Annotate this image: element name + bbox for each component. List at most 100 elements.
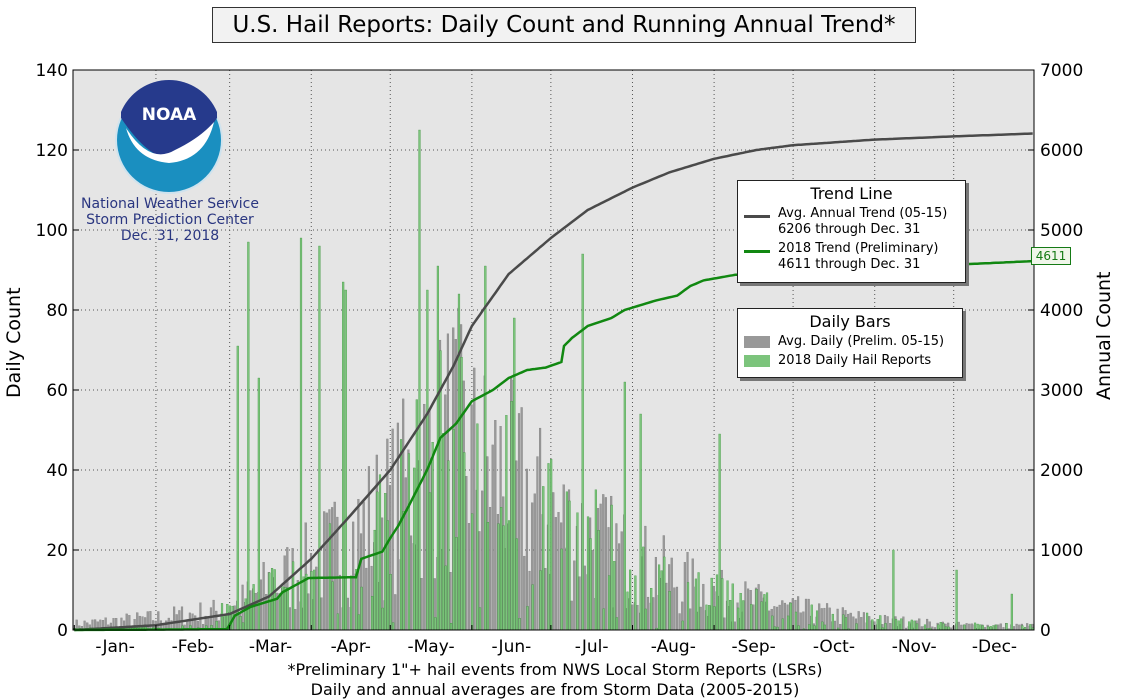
current-daily-bar [663, 556, 666, 631]
avg-daily-bar [491, 444, 494, 631]
avg-daily-bar [199, 602, 202, 631]
current-daily-bar [892, 549, 895, 631]
current-daily-bar [597, 530, 600, 631]
legend-avg-trend-label: Avg. Annual Trend (05-15) [778, 206, 948, 221]
y-axis-label-right: Annual Count [1093, 271, 1115, 400]
x-tick-label: -Apr- [331, 637, 371, 657]
current-daily-bar [876, 619, 879, 631]
current-daily-bar [989, 626, 992, 631]
current-daily-bar [979, 624, 982, 631]
current-daily-bar [973, 622, 977, 631]
current-daily-bar [634, 575, 637, 631]
avg-daily-bar [886, 616, 889, 631]
avg-daily-bar [849, 612, 852, 631]
current-daily-bar [497, 523, 500, 631]
current-daily-bar [389, 574, 392, 631]
current-daily-bar [787, 615, 790, 631]
avg-daily-bar [1015, 623, 1018, 631]
current-daily-bar [220, 603, 224, 631]
current-daily-bar [987, 626, 990, 631]
current-daily-bar [360, 586, 363, 631]
legend-bars-title: Daily Bars [809, 312, 891, 331]
current-daily-bar [810, 604, 813, 631]
current-daily-bar [452, 429, 455, 631]
current-daily-bar [1029, 624, 1032, 631]
current-daily-bar [426, 289, 429, 631]
avg-daily-bar [212, 599, 215, 631]
current-daily-bar [639, 413, 642, 631]
current-daily-bar [531, 584, 534, 631]
current-daily-bar [302, 576, 305, 631]
legend-avg-daily-label: Avg. Daily (Prelim. 05-15) [778, 334, 945, 349]
avg-daily-bar [799, 612, 802, 631]
x-tick-label: -Jul- [575, 637, 609, 657]
avg-daily-bar [852, 616, 855, 631]
avg-daily-bar [665, 582, 668, 631]
legend-item-avg-trend: Avg. Annual Trend (05-15) 6206 through D… [738, 206, 965, 238]
avg-daily-bar [520, 407, 523, 631]
current-daily-bar [831, 613, 834, 631]
current-daily-bar [513, 317, 516, 631]
y2-tick-label: 0 [1040, 621, 1051, 641]
current-daily-bar [736, 607, 740, 631]
avg-daily-bar [194, 615, 197, 631]
y-tick-label: 60 [46, 381, 68, 401]
current-daily-bar [760, 601, 763, 631]
current-daily-bar [344, 289, 347, 631]
avg-daily-bar [523, 555, 526, 631]
current-daily-bar [518, 618, 521, 631]
legend-2018-trend-label: 2018 Trend (Preliminary) [778, 241, 939, 256]
avg-daily-bar [960, 624, 963, 631]
current-daily-bar [510, 401, 513, 631]
avg-daily-bar [191, 613, 194, 631]
logo-line-center: Storm Prediction Center [86, 212, 254, 228]
avg-daily-bar [178, 610, 181, 631]
current-daily-bar [371, 595, 374, 631]
current-daily-bar [644, 608, 647, 631]
current-daily-bar [992, 625, 995, 631]
avg-daily-bar [825, 603, 829, 631]
current-daily-bar [526, 606, 529, 631]
current-daily-bar [560, 548, 563, 631]
current-daily-bar [550, 458, 553, 631]
avg-daily-bar [365, 567, 368, 631]
x-tick-label: -Jun- [491, 637, 531, 657]
current-daily-bar [908, 621, 911, 631]
x-tick-label: -Sep- [731, 637, 775, 657]
current-daily-bar [444, 565, 447, 631]
current-daily-bar [463, 452, 466, 631]
end-value-label: 4611 [1031, 247, 1071, 265]
current-daily-bar [871, 619, 874, 631]
current-daily-bar [318, 245, 321, 631]
avg-daily-bar [636, 605, 639, 631]
avg-daily-bar [775, 606, 779, 631]
current-daily-bar [292, 561, 295, 631]
legend-trend: Trend Line Avg. Annual Trend (05-15) 620… [737, 180, 966, 283]
avg-daily-bar [723, 617, 726, 631]
y-tick-label: 120 [36, 141, 68, 161]
current-daily-bar [963, 624, 966, 631]
avg-daily-bar [654, 556, 657, 631]
current-daily-bar [710, 577, 713, 631]
current-daily-bar [844, 617, 848, 631]
current-daily-bar [721, 578, 724, 631]
current-daily-bar [386, 520, 389, 631]
avg-daily-bar [804, 598, 808, 631]
current-daily-bar [349, 575, 353, 631]
avg-daily-bar [533, 493, 536, 631]
avg-daily-bar [423, 403, 426, 631]
current-daily-bar [299, 237, 303, 631]
current-daily-bar [434, 617, 437, 631]
current-daily-bar [392, 622, 395, 631]
avg-daily-bar [999, 623, 1002, 631]
avg-daily-bar [265, 594, 268, 631]
current-daily-bar [763, 594, 766, 631]
avg-daily-bar [517, 413, 521, 631]
current-daily-bar [821, 621, 824, 631]
avg-daily-bar [617, 543, 621, 631]
avg-daily-bar [404, 477, 407, 631]
avg-daily-bar [691, 558, 694, 631]
logo-emblem-text: NOAA [142, 105, 197, 125]
avg-daily-bar [338, 574, 342, 631]
avg-daily-bar [288, 607, 292, 631]
